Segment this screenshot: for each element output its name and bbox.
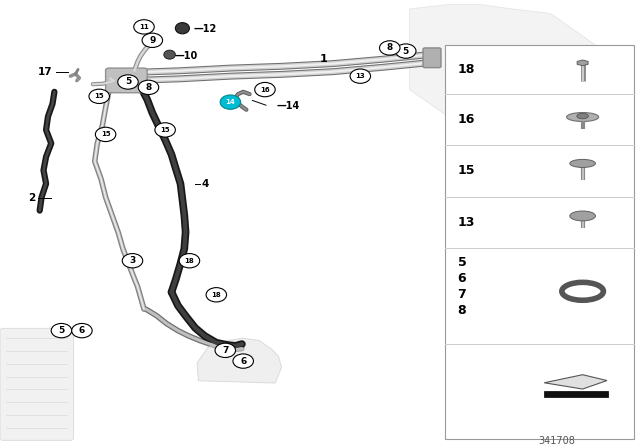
Text: 15: 15 [160, 127, 170, 133]
Circle shape [134, 20, 154, 34]
Circle shape [51, 323, 72, 338]
Text: 11: 11 [139, 24, 149, 30]
Circle shape [255, 82, 275, 97]
Text: 7: 7 [222, 346, 228, 355]
Text: 6: 6 [240, 357, 246, 366]
Ellipse shape [144, 38, 153, 45]
Text: 2: 2 [28, 193, 35, 203]
Text: 6: 6 [79, 326, 85, 335]
Text: 8: 8 [145, 83, 152, 92]
Text: 4: 4 [202, 179, 209, 189]
Circle shape [233, 354, 253, 368]
Text: 8: 8 [458, 304, 466, 317]
Ellipse shape [175, 22, 189, 34]
Ellipse shape [164, 50, 175, 59]
Text: 18: 18 [458, 63, 475, 76]
Text: 18: 18 [184, 258, 195, 264]
Circle shape [396, 44, 416, 58]
Text: —12: —12 [193, 24, 216, 34]
Text: 13: 13 [355, 73, 365, 79]
Polygon shape [544, 375, 607, 389]
Ellipse shape [570, 211, 595, 221]
Circle shape [350, 69, 371, 83]
Ellipse shape [577, 113, 588, 119]
Text: 5: 5 [458, 256, 467, 269]
Circle shape [380, 41, 400, 55]
Circle shape [215, 343, 236, 358]
Text: 5: 5 [125, 78, 131, 86]
Text: 5: 5 [58, 326, 65, 335]
Text: —14: —14 [276, 101, 300, 111]
Text: 15: 15 [94, 93, 104, 99]
Text: —10: —10 [174, 51, 197, 61]
Text: 341708: 341708 [538, 436, 575, 446]
Circle shape [118, 75, 138, 89]
Text: 18: 18 [211, 292, 221, 298]
Circle shape [89, 89, 109, 103]
Text: 14: 14 [225, 99, 236, 105]
Polygon shape [577, 60, 588, 66]
Circle shape [72, 323, 92, 338]
Circle shape [95, 127, 116, 142]
Circle shape [206, 288, 227, 302]
Bar [544, 391, 608, 397]
Circle shape [155, 123, 175, 137]
Circle shape [142, 33, 163, 47]
FancyBboxPatch shape [106, 68, 147, 93]
Text: 5: 5 [403, 47, 409, 56]
Circle shape [220, 95, 241, 109]
Text: 16: 16 [260, 86, 270, 93]
Circle shape [179, 254, 200, 268]
Text: 8: 8 [387, 43, 393, 52]
Text: 13: 13 [458, 215, 475, 229]
FancyBboxPatch shape [423, 48, 441, 68]
Circle shape [138, 80, 159, 95]
Polygon shape [197, 338, 282, 383]
Text: 7: 7 [458, 288, 467, 301]
Text: 3: 3 [129, 256, 136, 265]
Text: 15: 15 [458, 164, 475, 177]
Ellipse shape [570, 159, 595, 168]
Bar [445, 45, 634, 439]
Text: 17: 17 [38, 67, 52, 77]
FancyBboxPatch shape [0, 328, 74, 440]
Text: 9: 9 [149, 36, 156, 45]
Text: 1: 1 [320, 54, 328, 64]
Ellipse shape [136, 23, 148, 33]
Ellipse shape [566, 112, 598, 121]
Polygon shape [410, 4, 634, 202]
Text: 6: 6 [458, 272, 466, 285]
Text: 15: 15 [100, 131, 111, 138]
Circle shape [122, 254, 143, 268]
Text: 16: 16 [458, 113, 475, 126]
